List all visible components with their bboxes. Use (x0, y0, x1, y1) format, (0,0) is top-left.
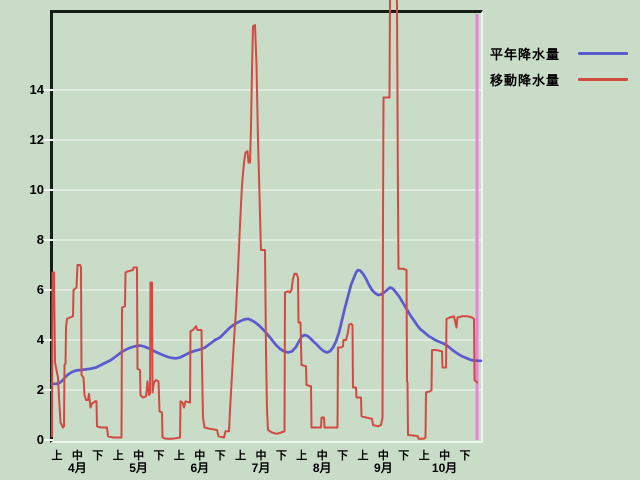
x-axis-period-label: 下 (337, 450, 349, 462)
x-axis-period-label: 下 (275, 450, 287, 462)
x-axis-period-label: 中 (377, 450, 389, 462)
x-axis-period-label: 下 (398, 450, 410, 462)
x-axis-period-label: 上 (357, 450, 369, 462)
legend-line-sample-normal (578, 51, 628, 55)
legend: 平年降水量 移動降水量 (490, 40, 638, 92)
x-axis-month-label: 7月 (251, 461, 271, 475)
legend-label-moving-precipitation: 移動降水量 (490, 72, 561, 88)
y-axis-label: 10 (29, 182, 44, 197)
x-axis-period-label: 下 (153, 450, 165, 462)
x-axis-period-label: 下 (459, 450, 471, 462)
plot-area (50, 10, 483, 443)
y-axis-label: 14 (29, 82, 44, 97)
x-axis-period-label: 中 (316, 450, 328, 462)
x-axis-period-label: 上 (418, 450, 430, 462)
x-axis-month-label: 8月 (312, 461, 332, 475)
x-axis-period-label: 上 (112, 450, 124, 462)
x-axis-period-label: 上 (51, 450, 63, 462)
x-axis-month-label: 5月 (129, 461, 148, 475)
legend-line-sample-moving (578, 77, 628, 81)
y-axis-label: 8 (36, 232, 44, 247)
y-axis-label: 0 (36, 432, 44, 447)
x-axis-period-label: 中 (255, 450, 267, 462)
y-axis-label: 4 (36, 332, 44, 347)
y-axis-label: 12 (29, 132, 44, 147)
x-axis-month-label: 10月 (431, 461, 458, 475)
x-axis-period-label: 上 (235, 450, 247, 462)
x-axis-period-label: 中 (439, 450, 451, 462)
x-axis-period-label: 中 (194, 450, 206, 462)
legend-row-moving: 移動降水量 (490, 66, 638, 92)
series-line-moving-precipitation (51, 0, 478, 440)
x-axis-period-label: 下 (92, 450, 104, 462)
x-axis-period-label: 下 (214, 450, 226, 462)
x-axis-period-label: 中 (133, 450, 145, 462)
y-axis-label: 6 (36, 282, 44, 297)
x-axis-month-label: 6月 (190, 461, 210, 475)
x-axis-period-label: 上 (296, 450, 308, 462)
x-axis-month-label: 9月 (374, 461, 393, 475)
y-axis-label: 2 (36, 382, 44, 397)
x-axis-period-label: 中 (71, 450, 83, 462)
x-axis-month-label: 4月 (68, 461, 87, 475)
legend-label-normal-precipitation: 平年降水量 (490, 46, 561, 62)
x-axis-period-label: 上 (173, 450, 185, 462)
legend-row-normal: 平年降水量 (490, 40, 638, 66)
